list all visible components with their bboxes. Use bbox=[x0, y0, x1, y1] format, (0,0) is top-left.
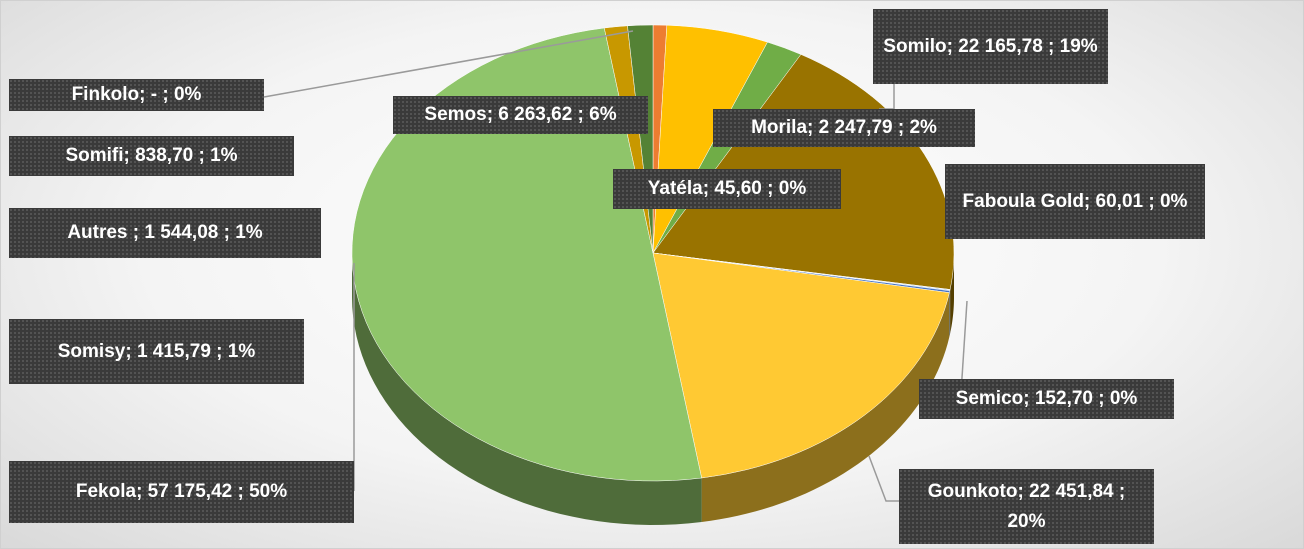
leader-line bbox=[263, 30, 634, 98]
leader-line bbox=[868, 455, 901, 502]
data-label: Semos; 6 263,62 ; 6% bbox=[393, 96, 648, 134]
data-label: Faboula Gold; 60,01 ; 0% bbox=[945, 164, 1205, 239]
data-label: Yatéla; 45,60 ; 0% bbox=[613, 169, 841, 209]
slice bbox=[652, 252, 950, 479]
data-label: Autres ; 1 544,08 ; 1% bbox=[9, 208, 321, 258]
data-label: Somifi; 838,70 ; 1% bbox=[9, 136, 294, 176]
data-label: Somilo; 22 165,78 ; 19% bbox=[873, 9, 1108, 84]
data-label: Morila; 2 247,79 ; 2% bbox=[713, 109, 975, 147]
data-label: Semico; 152,70 ; 0% bbox=[919, 379, 1174, 419]
data-label: Gounkoto; 22 451,84 ; 20% bbox=[899, 469, 1154, 544]
data-label: Somisy; 1 415,79 ; 1% bbox=[9, 319, 304, 384]
leader-line bbox=[960, 300, 968, 394]
slice bbox=[351, 27, 702, 482]
data-label: Fekola; 57 175,42 ; 50% bbox=[9, 461, 354, 523]
slice-side bbox=[352, 253, 702, 525]
data-label: Finkolo; - ; 0% bbox=[9, 79, 264, 111]
slice-side bbox=[701, 292, 950, 523]
